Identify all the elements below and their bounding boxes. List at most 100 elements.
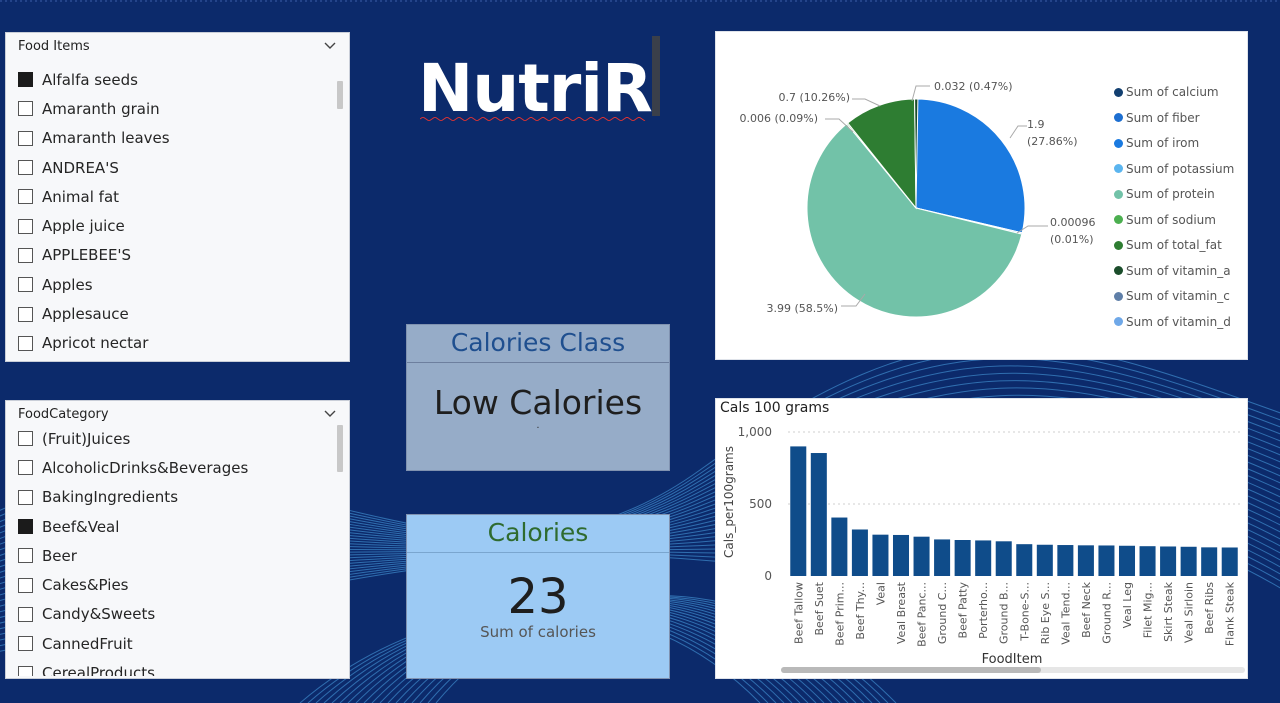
checkbox[interactable] <box>18 665 33 676</box>
x-tick-label: Skirt Steak <box>1162 581 1175 642</box>
food-items-option[interactable]: Alfalfa seeds <box>18 65 329 94</box>
bar[interactable] <box>831 517 848 576</box>
bar[interactable] <box>1201 547 1218 576</box>
x-tick-label: Ground B... <box>998 582 1011 644</box>
legend-item[interactable]: Sum of vitamin_d <box>1114 315 1231 329</box>
legend-item[interactable]: Sum of irom <box>1114 136 1199 150</box>
checkbox[interactable] <box>18 460 33 476</box>
bar[interactable] <box>872 534 889 576</box>
x-tick-label: Beef Prim... <box>833 582 846 646</box>
bar[interactable] <box>810 453 827 576</box>
legend-item[interactable]: Sum of calcium <box>1114 85 1219 99</box>
legend-item[interactable]: Sum of sodium <box>1114 213 1216 227</box>
checkbox[interactable] <box>18 489 33 505</box>
checkbox[interactable] <box>18 519 33 535</box>
food-category-option-label: Cakes&Pies <box>42 576 129 595</box>
food-category-option[interactable]: CannedFruit <box>18 629 329 658</box>
bar[interactable] <box>913 536 930 576</box>
bar[interactable] <box>1057 545 1074 576</box>
pie-label-iron-value: 1.9 <box>1027 118 1045 131</box>
bar[interactable] <box>1077 545 1094 576</box>
bar[interactable] <box>790 446 807 576</box>
checkbox[interactable] <box>18 247 33 263</box>
pie-slice-irom[interactable] <box>915 98 1026 234</box>
checkbox[interactable] <box>18 636 33 652</box>
pie-label-total-fat: 0.7 (10.26%) <box>778 91 850 104</box>
bar[interactable] <box>975 540 992 576</box>
food-items-option[interactable]: Apples <box>18 270 329 299</box>
food-items-header[interactable]: Food Items <box>6 33 349 59</box>
bar[interactable] <box>1180 546 1197 576</box>
food-category-option-label: Candy&Sweets <box>42 605 156 624</box>
legend-item[interactable]: Sum of vitamin_c <box>1114 289 1230 303</box>
checkbox[interactable] <box>18 277 33 293</box>
bar[interactable] <box>1139 546 1156 576</box>
bar[interactable] <box>1036 544 1053 576</box>
bar[interactable] <box>1098 545 1115 576</box>
checkbox[interactable] <box>18 160 33 176</box>
chevron-down-icon[interactable] <box>323 407 337 421</box>
food-items-option-label: APPLEBEE'S <box>42 246 132 265</box>
food-category-option[interactable]: Candy&Sweets <box>18 600 329 629</box>
bar[interactable] <box>1160 546 1177 576</box>
food-items-option[interactable]: APPLEBEE'S <box>18 241 329 270</box>
food-category-slicer[interactable]: FoodCategory (Fruit)Juices AlcoholicDrink… <box>5 400 350 679</box>
pie-chart: 0.032 (0.47%) 1.9 (27.86%) 0.00096 (0.01… <box>739 80 1096 318</box>
food-category-header[interactable]: FoodCategory <box>6 401 349 427</box>
food-items-slicer[interactable]: Food Items Alfalfa seeds Amaranth grain Am… <box>5 32 350 362</box>
checkbox[interactable] <box>18 218 33 234</box>
food-items-option[interactable]: Animal fat <box>18 182 329 211</box>
chevron-down-icon[interactable] <box>323 39 337 53</box>
legend-swatch <box>1114 317 1123 326</box>
food-items-option[interactable]: Apple juice <box>18 211 329 240</box>
legend-item[interactable]: Sum of protein <box>1114 187 1215 201</box>
legend-swatch <box>1114 113 1123 122</box>
food-category-option[interactable]: (Fruit)Juices <box>18 424 329 453</box>
x-tick-label: Beef Panc... <box>916 582 929 647</box>
bar[interactable] <box>1118 545 1136 576</box>
legend-item[interactable]: Sum of fiber <box>1114 111 1200 125</box>
checkbox[interactable] <box>18 606 33 622</box>
bar[interactable] <box>851 529 868 576</box>
food-items-title: Food Items <box>18 38 90 54</box>
checkbox[interactable] <box>18 189 33 205</box>
checkbox[interactable] <box>18 548 33 564</box>
checkbox[interactable] <box>18 72 33 88</box>
checkbox[interactable] <box>18 101 33 117</box>
checkbox[interactable] <box>18 130 33 146</box>
food-category-option[interactable]: Beef&Veal <box>18 512 329 541</box>
legend-item[interactable]: Sum of potassium <box>1114 162 1234 176</box>
legend-label: Sum of protein <box>1126 187 1215 201</box>
checkbox[interactable] <box>18 306 33 322</box>
checkbox[interactable] <box>18 431 33 447</box>
food-category-option[interactable]: BakingIngredients <box>18 483 329 512</box>
food-items-option[interactable]: Apricot nectar <box>18 329 329 358</box>
food-category-scrollbar[interactable] <box>337 425 343 472</box>
bar[interactable] <box>1016 544 1033 576</box>
bar[interactable] <box>892 534 910 576</box>
food-category-option[interactable]: Cakes&Pies <box>18 570 329 599</box>
checkbox[interactable] <box>18 577 33 593</box>
food-items-option-label: Apple juice <box>42 217 125 236</box>
legend-swatch <box>1114 87 1123 97</box>
food-items-option[interactable]: Applesauce <box>18 299 329 328</box>
bar[interactable] <box>1221 547 1238 576</box>
checkbox[interactable] <box>18 335 33 351</box>
bar[interactable] <box>995 541 1012 576</box>
food-items-option[interactable]: Amaranth grain <box>18 94 329 123</box>
bar-chart-title: Cals 100 grams <box>720 400 830 416</box>
food-category-option[interactable]: Beer <box>18 541 329 570</box>
horizontal-scrollbar-thumb[interactable] <box>781 667 1041 673</box>
bar[interactable] <box>934 539 951 576</box>
food-category-option[interactable]: AlcoholicDrinks&Beverages <box>18 453 329 482</box>
pie-slice-vitamin-a[interactable] <box>914 98 919 209</box>
food-items-option[interactable]: ANDREA'S <box>18 153 329 182</box>
calories-value: 23 <box>507 569 569 625</box>
bar[interactable] <box>954 540 971 576</box>
pie-slice-protein[interactable] <box>806 123 1023 318</box>
food-category-option[interactable]: CerealProducts <box>18 658 329 676</box>
legend-item[interactable]: Sum of total_fat <box>1114 238 1222 252</box>
food-items-scrollbar[interactable] <box>337 81 343 109</box>
legend-item[interactable]: Sum of vitamin_a <box>1114 264 1231 278</box>
food-items-option[interactable]: Amaranth leaves <box>18 124 329 153</box>
